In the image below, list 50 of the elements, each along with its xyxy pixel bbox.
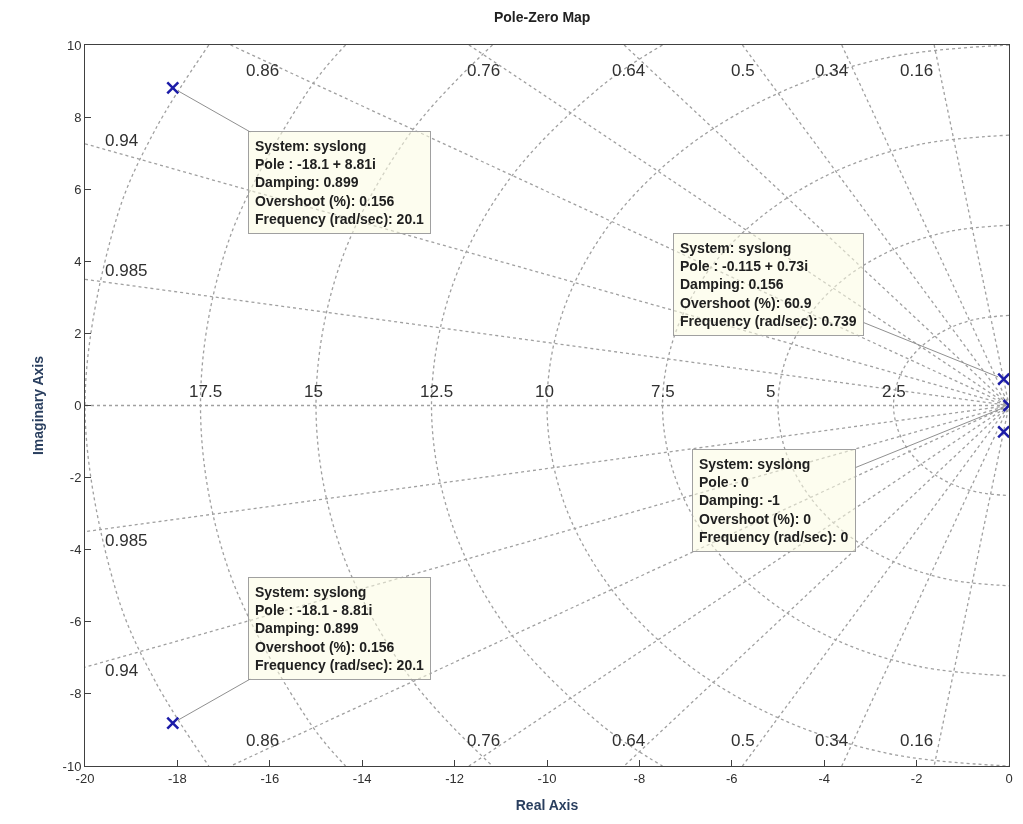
x-axis-title: Real Axis <box>515 796 579 813</box>
annotation: 0.5 <box>731 61 755 80</box>
x-tick-label: -16 <box>260 770 280 786</box>
annotation: 0.94 <box>105 131 139 150</box>
x-tick-label: -14 <box>352 770 372 786</box>
y-axis-title: Imaginary Axis <box>30 355 47 456</box>
y-tick-label: 4 <box>74 253 82 269</box>
annotation: 15 <box>304 382 323 401</box>
annotation: 0.34 <box>815 731 849 750</box>
annotation: 0.86 <box>246 61 280 80</box>
annotation: 0.94 <box>105 661 139 680</box>
annotation: 0.16 <box>900 61 934 80</box>
y-tick-label: -4 <box>69 542 82 558</box>
x-tick-label: -12 <box>445 770 464 786</box>
annotation: 0.5 <box>731 731 755 750</box>
annotation: 7.5 <box>651 382 675 401</box>
x-tick-label: -2 <box>910 770 923 786</box>
annotation: 0.16 <box>900 731 934 750</box>
annotation: 0.985 <box>105 531 148 550</box>
chart-title: Pole-Zero Map <box>493 9 591 26</box>
y-tick-label: -6 <box>69 614 82 630</box>
annotation: System: syslong Pole : 0 Damping: -1 Overshoot (%): 0 Frequency (rad/sec): 0 <box>699 456 849 545</box>
annotation: 2.5 <box>882 382 906 401</box>
annotation: 0.34 <box>815 61 849 80</box>
annotation: 10 <box>535 382 554 401</box>
y-tick-label: -8 <box>69 686 82 702</box>
x-tick-label: -8 <box>633 770 646 786</box>
y-tick-label: 6 <box>74 181 82 197</box>
annotation: 0.76 <box>467 731 501 750</box>
x-tick-label: -4 <box>818 770 830 786</box>
annotation: 0.64 <box>612 731 646 750</box>
x-tick-label: -6 <box>726 770 738 786</box>
y-tick-label: 0 <box>74 398 82 414</box>
y-tick-label: 8 <box>74 109 82 125</box>
annotation: 0.86 <box>246 731 280 750</box>
annotation: 0.64 <box>612 61 646 80</box>
x-tick-label: 0 <box>1005 770 1013 786</box>
annotation: 0.76 <box>467 61 501 80</box>
annotation: 12.5 <box>420 382 454 401</box>
y-tick-label: 2 <box>74 325 82 341</box>
annotation: System: syslong Pole : -18.1 - 8.81i Damping: 0.899 Overshoot (%): 0.156 Frequency (rad/sec): 20.1 <box>255 584 425 673</box>
annotation: System: syslong Pole : -18.1 + 8.81i Damping: 0.899 Overshoot (%): 0.156 Frequency (rad/sec): 20.1 <box>255 138 425 227</box>
annotation: 0.985 <box>105 261 148 280</box>
annotation: System: syslong Pole : -0.115 + 0.73i Damping: 0.156 Overshoot (%): 60.9 Frequency (rad/sec): 0.739 <box>680 240 857 329</box>
annotation: 17.5 <box>189 382 223 401</box>
y-tick-label: 10 <box>66 37 82 53</box>
x-tick-label: -18 <box>168 770 187 786</box>
x-tick-label: -10 <box>537 770 557 786</box>
annotation: 5 <box>766 382 776 401</box>
y-tick-label: -2 <box>69 470 82 486</box>
